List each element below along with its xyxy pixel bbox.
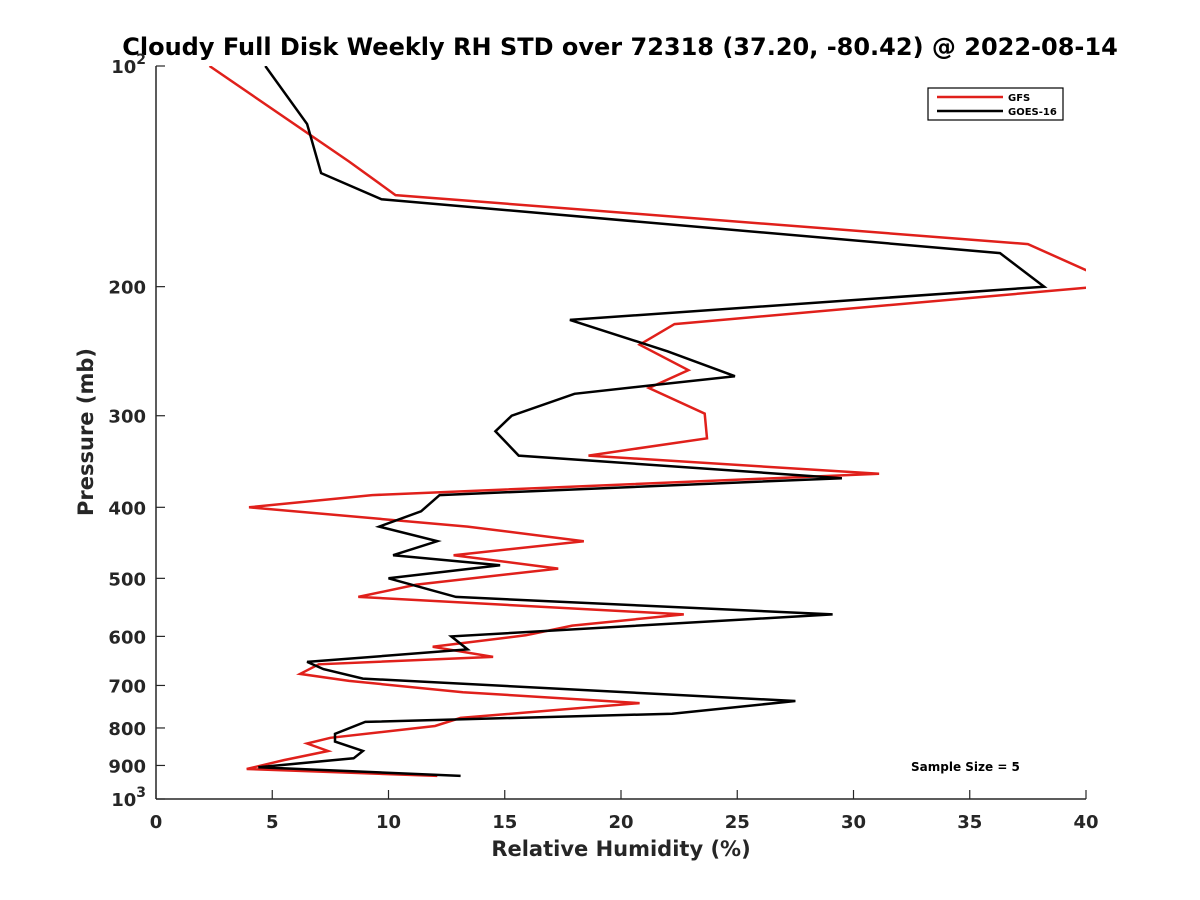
y-tick-label: 900: [108, 756, 146, 777]
x-tick-label: 10: [376, 812, 401, 833]
y-tick-label: 102: [111, 52, 146, 78]
legend: GFS GOES-16: [927, 87, 1064, 121]
x-tick-label: 25: [725, 812, 750, 833]
y-tick-label: 103: [111, 785, 146, 811]
y-tick-label: 500: [108, 569, 146, 590]
x-tick-label: 0: [150, 812, 163, 833]
y-tick-label: 700: [108, 676, 146, 697]
y-ticks: 102 200 300 400 500 600 700 800 900 103: [108, 52, 165, 811]
x-tick-label: 40: [1073, 812, 1098, 833]
y-tick-label: 400: [108, 498, 146, 519]
x-tick-label: 35: [957, 812, 982, 833]
series-line-gfs: [208, 66, 1086, 778]
sample-size-annotation: Sample Size = 5: [911, 760, 1020, 774]
x-tick-label: 5: [266, 812, 279, 833]
x-tick-label: 15: [492, 812, 517, 833]
x-ticks: 0 5 10 15 20 25 30 35 40: [150, 790, 1099, 833]
x-axis-label: Relative Humidity (%): [491, 837, 750, 861]
y-tick-label: 800: [108, 719, 146, 740]
y-tick-label: 200: [108, 278, 146, 299]
x-tick-label: 30: [841, 812, 866, 833]
x-tick-label: 20: [608, 812, 633, 833]
series-group: [208, 66, 1086, 778]
chart-title: Cloudy Full Disk Weekly RH STD over 7231…: [122, 33, 1118, 61]
legend-label-gfs: GFS: [1008, 93, 1030, 104]
y-tick-label: 600: [108, 627, 146, 648]
y-tick-label: 300: [108, 407, 146, 428]
legend-label-goes-16: GOES-16: [1008, 107, 1057, 118]
y-axis-label: Pressure (mb): [74, 348, 98, 516]
plot-background: [156, 66, 1086, 799]
legend-box: [927, 87, 1064, 121]
series-line-goes-16: [258, 66, 1048, 778]
plot-area: 0 5 10 15 20 25 30 35 40 102 200 300 400 500 600 700 80…: [108, 52, 1098, 833]
